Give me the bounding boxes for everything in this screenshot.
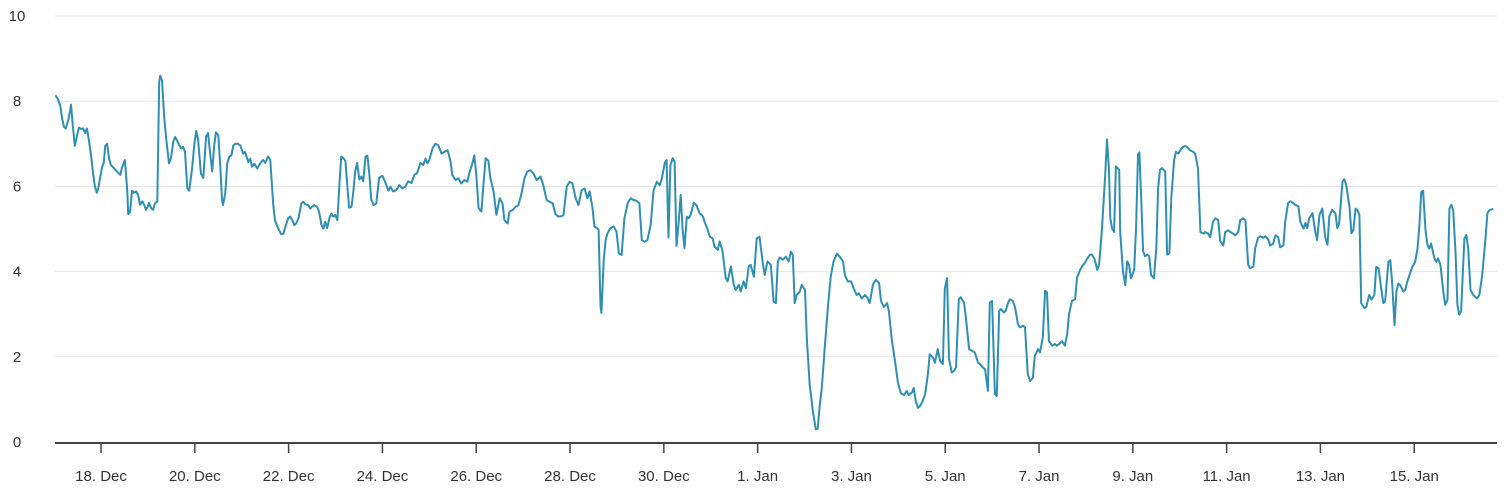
y-axis-label: 6 [13, 178, 21, 195]
x-axis-label: 18. Dec [75, 468, 127, 485]
x-axis-label: 26. Dec [450, 468, 502, 485]
x-axis-label: 7. Jan [1019, 468, 1060, 485]
x-axis-label: 15. Jan [1390, 468, 1439, 485]
x-axis-label: 9. Jan [1112, 468, 1153, 485]
x-axis-label: 20. Dec [169, 468, 221, 485]
y-axis-label: 0 [13, 434, 21, 451]
x-axis-label: 22. Dec [263, 468, 315, 485]
x-axis-label: 11. Jan [1203, 468, 1251, 485]
x-axis-label: 28. Dec [544, 468, 596, 485]
x-axis-label: 13. Jan [1296, 468, 1345, 485]
y-axis-label: 2 [13, 349, 21, 366]
y-axis-label: 4 [13, 264, 21, 281]
y-axis-label: 8 [13, 93, 21, 110]
x-axis-label: 30. Dec [638, 468, 690, 485]
y-axis-label: 10 [9, 8, 26, 25]
x-axis-label: 24. Dec [357, 468, 409, 485]
x-axis-label: 3. Jan [831, 468, 872, 485]
x-axis-label: 5. Jan [925, 468, 966, 485]
x-axis-label: 1. Jan [737, 468, 778, 485]
series-line[interactable] [55, 74, 1494, 431]
